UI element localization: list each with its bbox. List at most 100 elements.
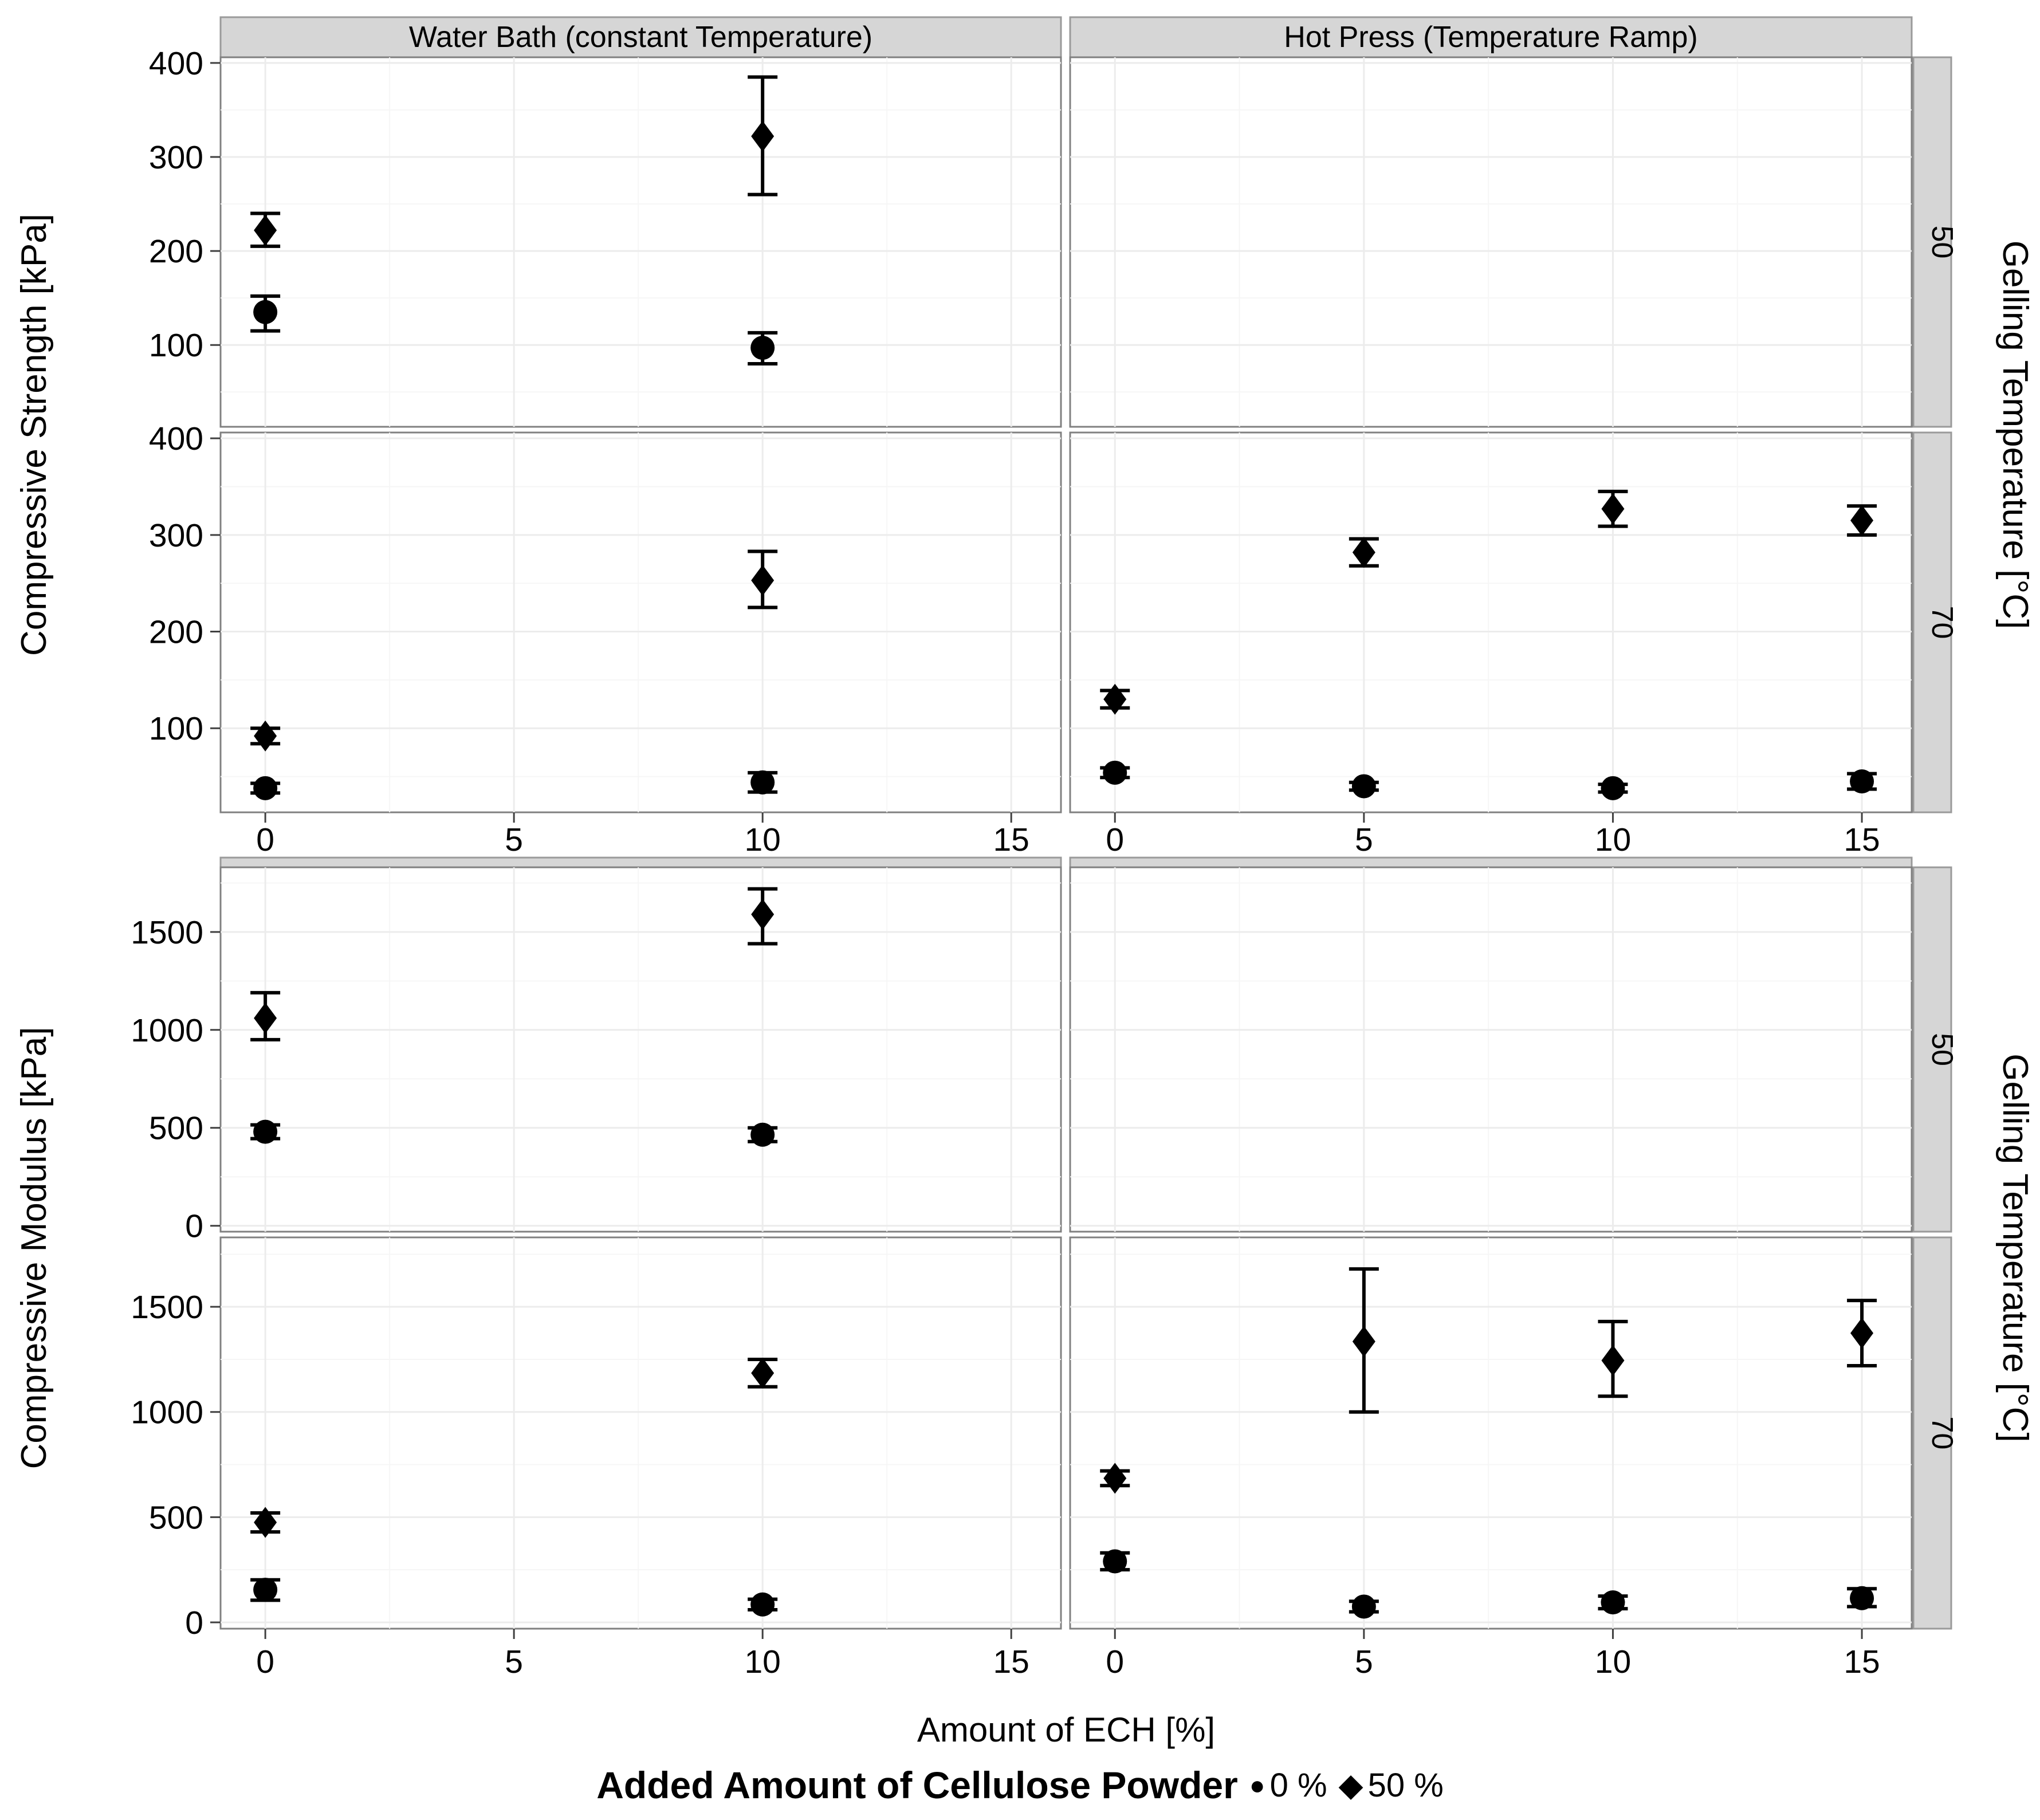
chart-compressive-modulus: 0 500 1000 1500 0 500 1000 1500 0 5 10 15 0 5 10 15 50 70… <box>14 856 2035 1680</box>
panel-r1c0: 0 500 1000 1500 0 5 10 15 <box>131 1236 1062 1680</box>
data-point-circle <box>253 1578 278 1602</box>
panel-background <box>1069 431 1913 813</box>
filled-diamond-icon: ◆ <box>1338 1767 1363 1803</box>
y-tick-label: 0 <box>185 1208 203 1245</box>
y-tick-label: 1500 <box>131 914 203 951</box>
panel-background <box>219 866 1062 1233</box>
data-point-circle <box>750 1592 775 1617</box>
data-point-diamond <box>1352 1326 1375 1357</box>
x-axis-title: Amount of ECH [%] <box>917 1711 1216 1749</box>
x-tick-label: 10 <box>1595 1644 1631 1680</box>
panel-r1c1: 0 5 10 15 <box>1069 1236 1913 1680</box>
panel-background <box>219 431 1062 813</box>
panel-r0c0: 0 500 1000 1500 <box>131 866 1062 1245</box>
x-tick-label: 10 <box>1595 821 1631 858</box>
data-point-circle <box>750 770 775 795</box>
gelling-temperature-label: Gelling Temperature [°C] <box>1995 241 2035 629</box>
y-tick-label: 300 <box>149 139 203 176</box>
x-tick-label: 0 <box>256 1644 274 1680</box>
panel-r1c1: 0 5 10 15 <box>1069 431 1913 858</box>
x-tick-label: 0 <box>1106 1644 1124 1680</box>
legend-item-label: 0 % <box>1269 1766 1327 1804</box>
data-point-diamond <box>1601 493 1625 525</box>
data-point-diamond <box>751 120 775 152</box>
y-tick-label: 400 <box>149 420 203 457</box>
facet-col-strip <box>1069 16 1913 58</box>
y-tick-label: 1000 <box>131 1394 203 1431</box>
data-point-diamond <box>1103 683 1127 715</box>
panel-background <box>219 56 1062 428</box>
facet-row-strip <box>1912 866 1952 1233</box>
panel-r1c0: 100 200 300 400 0 5 10 15 <box>149 420 1062 858</box>
legend-title: Added Amount of Cellulose Powder <box>596 1764 1238 1806</box>
data-point-circle <box>1601 776 1625 800</box>
facet-row-strip <box>1912 431 1952 813</box>
data-point-circle <box>253 1119 278 1144</box>
data-point-circle <box>750 1122 775 1147</box>
facet-row-strip <box>1912 56 1952 428</box>
facet-row-strip-label: 50 <box>1925 1033 1959 1066</box>
facet-col-strip-label: Hot Press (Temperature Ramp) <box>1284 21 1697 54</box>
x-tick-label: 15 <box>993 821 1029 858</box>
data-point-circle <box>1103 760 1127 785</box>
y-tick-label: 1000 <box>131 1012 203 1049</box>
chart-compressive-strength: Water Bath (constant Temperature) Hot Pre… <box>14 16 2035 858</box>
x-tick-label: 5 <box>1355 821 1373 858</box>
data-point-diamond <box>254 720 277 752</box>
y-tick-label: 400 <box>149 45 203 82</box>
legend-item-0pct: ● 0 % <box>1249 1766 1327 1805</box>
panel-background <box>1069 866 1913 1233</box>
x-tick-label: 15 <box>1844 821 1880 858</box>
y-tick-label: 500 <box>149 1499 203 1536</box>
panel-r0c0: 100 200 300 400 <box>149 45 1062 428</box>
filled-circle-icon: ● <box>1249 1770 1265 1800</box>
data-point-diamond <box>751 565 775 596</box>
facet-row-strip-label: 50 <box>1925 226 1959 259</box>
x-tick-label: 15 <box>993 1644 1029 1680</box>
y-tick-label: 100 <box>149 327 203 364</box>
data-point-circle <box>253 776 278 800</box>
panel-r0c1 <box>1069 56 1913 428</box>
legend-item-label: 50 % <box>1367 1766 1444 1804</box>
facet-col-strip <box>219 16 1062 58</box>
data-point-circle <box>1351 774 1376 799</box>
x-tick-label: 0 <box>256 821 274 858</box>
y-tick-label: 200 <box>149 233 203 270</box>
panel-background <box>219 1236 1062 1630</box>
y-tick-label: 300 <box>149 517 203 554</box>
y-tick-label: 500 <box>149 1110 203 1147</box>
panel-background <box>1069 56 1913 428</box>
data-point-diamond <box>1850 505 1874 536</box>
y-tick-label: 100 <box>149 710 203 747</box>
data-point-diamond <box>751 899 775 930</box>
facet-col-strip <box>1069 856 1913 868</box>
legend: Added Amount of Cellulose Powder ● 0 % ◆… <box>0 1763 2040 1807</box>
panel-background <box>1069 1236 1913 1630</box>
data-point-circle <box>1601 1590 1625 1615</box>
data-point-circle <box>253 300 278 324</box>
x-tick-label: 5 <box>505 821 523 858</box>
y-tick-label: 0 <box>185 1605 203 1641</box>
panel-r0c1 <box>1069 866 1913 1233</box>
y-tick-label: 200 <box>149 614 203 650</box>
data-point-diamond <box>254 1003 277 1034</box>
x-tick-label: 5 <box>1355 1644 1373 1680</box>
legend-item-50pct: ◆ 50 % <box>1339 1766 1444 1805</box>
y-axis-title: Compressive Modulus [kPa] <box>14 1027 54 1469</box>
facet-col-strip <box>219 856 1062 868</box>
data-point-diamond <box>254 214 277 246</box>
data-point-circle <box>1103 1549 1127 1574</box>
facet-row-strip <box>1912 1236 1952 1630</box>
data-point-circle <box>1850 1586 1874 1610</box>
facet-row-strip-label: 70 <box>1925 1417 1959 1450</box>
data-point-diamond <box>254 1507 277 1538</box>
facet-col-strip-label: Water Bath (constant Temperature) <box>409 21 872 54</box>
y-tick-label: 1500 <box>131 1289 203 1326</box>
data-point-diamond <box>751 1357 775 1389</box>
x-tick-label: 15 <box>1844 1644 1880 1680</box>
data-point-diamond <box>1850 1318 1874 1349</box>
data-point-circle <box>1850 769 1874 794</box>
data-point-circle <box>750 336 775 360</box>
